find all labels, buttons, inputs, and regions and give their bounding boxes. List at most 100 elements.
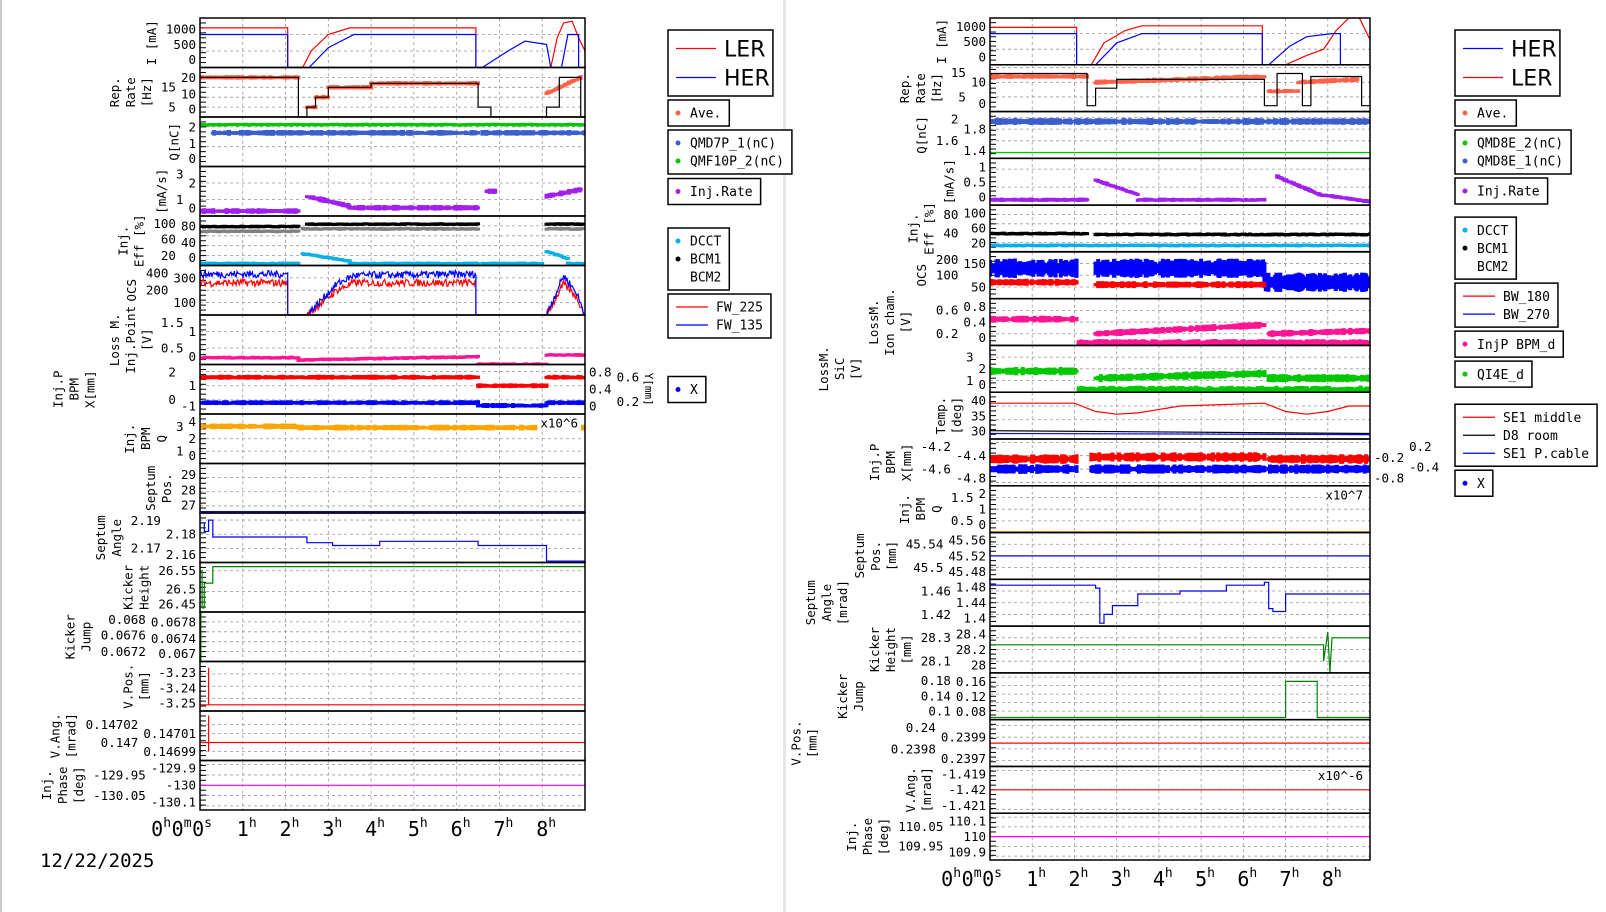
y-tick-label: 2 (168, 365, 176, 380)
y-axis-label: [Hz] (929, 73, 944, 103)
series-line-ler (200, 20, 585, 68)
data-point (296, 262, 301, 266)
y-tick-label: 4 (188, 414, 196, 429)
x-tick-number: 7 (493, 817, 505, 841)
series-group (200, 667, 585, 706)
y-tick-label: 300 (173, 270, 196, 285)
y2-tick-label: 0.4 (589, 382, 612, 397)
data-point (583, 130, 585, 136)
y-tick-label: 15 (951, 65, 966, 80)
y-axis-label: Septum (93, 515, 108, 560)
x-tick-unit: m (184, 816, 192, 831)
y-tick-label: 0.0672 (101, 644, 146, 659)
strip-row: 1 0 1.5 0.5 Loss M. Inj.Point [V] (107, 306, 586, 374)
y-tick-label: 0.147 (101, 735, 139, 750)
legend-label: X (690, 383, 698, 398)
y-tick-label: 100 (153, 216, 176, 231)
x-tick-unit: h (292, 816, 300, 831)
y-axis-label: Q[nC] (914, 116, 929, 154)
series-line (200, 565, 585, 609)
y-tick-label: 0 (188, 349, 196, 364)
series-group (200, 374, 585, 409)
series-line-fw-225 (200, 277, 585, 315)
legend-label: FW_135 (716, 319, 763, 334)
y-axis-label: Pos. (159, 473, 174, 503)
x-tick-unit: h (163, 816, 171, 831)
y-multiplier-bg (537, 416, 581, 431)
row-frame (199, 710, 586, 762)
y-axis-label: Inj. (122, 424, 137, 454)
y-tick-label: 400 (146, 266, 169, 281)
y-axis-label: [mA/s] (154, 169, 169, 214)
series-line-fw-135 (200, 268, 585, 315)
strip-row: -3.23-3.24-3.25 V.Pos. [mm] (120, 660, 586, 712)
data-point (1368, 200, 1370, 204)
x-tick-label: 6h (451, 816, 471, 841)
data-point (296, 224, 301, 228)
x-tick-number: 6 (451, 817, 463, 841)
series-group (990, 117, 1370, 154)
y-axis-label: [mrad] (64, 713, 79, 758)
x-tick-number: 3 (322, 817, 334, 841)
data-point (1296, 89, 1301, 93)
series-group (200, 122, 585, 136)
legend-dot-marker (675, 238, 681, 244)
y-tick-label: 0.14702 (86, 717, 139, 732)
series-line-her (200, 33, 585, 68)
x-tick-label: 0h 0m 0s (151, 816, 212, 841)
y-tick-label: 20 (161, 248, 176, 263)
data-point (296, 209, 301, 213)
series-group (200, 187, 583, 214)
y-tick-label: 15 (161, 80, 176, 95)
y-tick-label: 2 (188, 119, 196, 134)
data-point (583, 262, 585, 266)
data-point (1368, 120, 1370, 124)
series-group (200, 612, 585, 662)
window-edge (0, 0, 2, 912)
series-line (200, 715, 585, 752)
x-tick-number: 1 (237, 817, 249, 841)
y-tick-label: 0.068 (108, 612, 146, 627)
x-tick-unit: h (463, 816, 471, 831)
y-tick-label: 0.14701 (143, 726, 196, 741)
y-axis-label: [V] (139, 328, 154, 351)
y-tick-label: 1 (188, 136, 196, 151)
y-tick-label: -3.23 (158, 665, 196, 680)
y-axis-label: Rep. (897, 73, 912, 103)
y-axis-label: BPM (66, 378, 81, 401)
y-tick-label: 2.19 (131, 513, 161, 528)
y-tick-label: 26.5 (166, 581, 196, 596)
data-point (1135, 193, 1140, 197)
legend: Inj.Rate (667, 177, 762, 206)
x-tick-unit: h (377, 816, 385, 831)
series-line-ler (990, 18, 1370, 65)
x-tick-number: 0 (172, 817, 184, 841)
series-group (200, 268, 585, 315)
data-point (583, 227, 585, 231)
x-tick-number: 8 (536, 817, 548, 841)
y-tick-label: 500 (963, 34, 986, 49)
strip-row: 0.14701 0.14699 0.14702 0.147 V.Ang. [mrad] (48, 710, 586, 762)
y-tick-label: -130 (166, 778, 196, 793)
y-tick-label: 10 (971, 75, 986, 90)
y-axis-label: Inj. (115, 226, 130, 256)
row-frame (199, 17, 586, 69)
data-point (583, 123, 585, 127)
y-tick-label: -129.9 (151, 761, 196, 776)
legend-box (667, 293, 772, 339)
y-tick-label: 3 (176, 419, 184, 434)
series-line-ave- (990, 72, 1370, 107)
y-tick-label: 1.8 (963, 122, 986, 137)
legend: DCCT BCM1 BCM2 (667, 227, 731, 291)
y-tick-label: 0 (188, 201, 196, 216)
y-tick-label: 1.5 (161, 315, 184, 330)
data-point (476, 131, 481, 135)
y-tick-label: 3 (176, 167, 184, 182)
y-tick-label: 200 (146, 283, 169, 298)
y-tick-label: 2 (188, 175, 196, 190)
y-axis-label: Kicker (63, 614, 78, 660)
data-point (476, 262, 481, 266)
